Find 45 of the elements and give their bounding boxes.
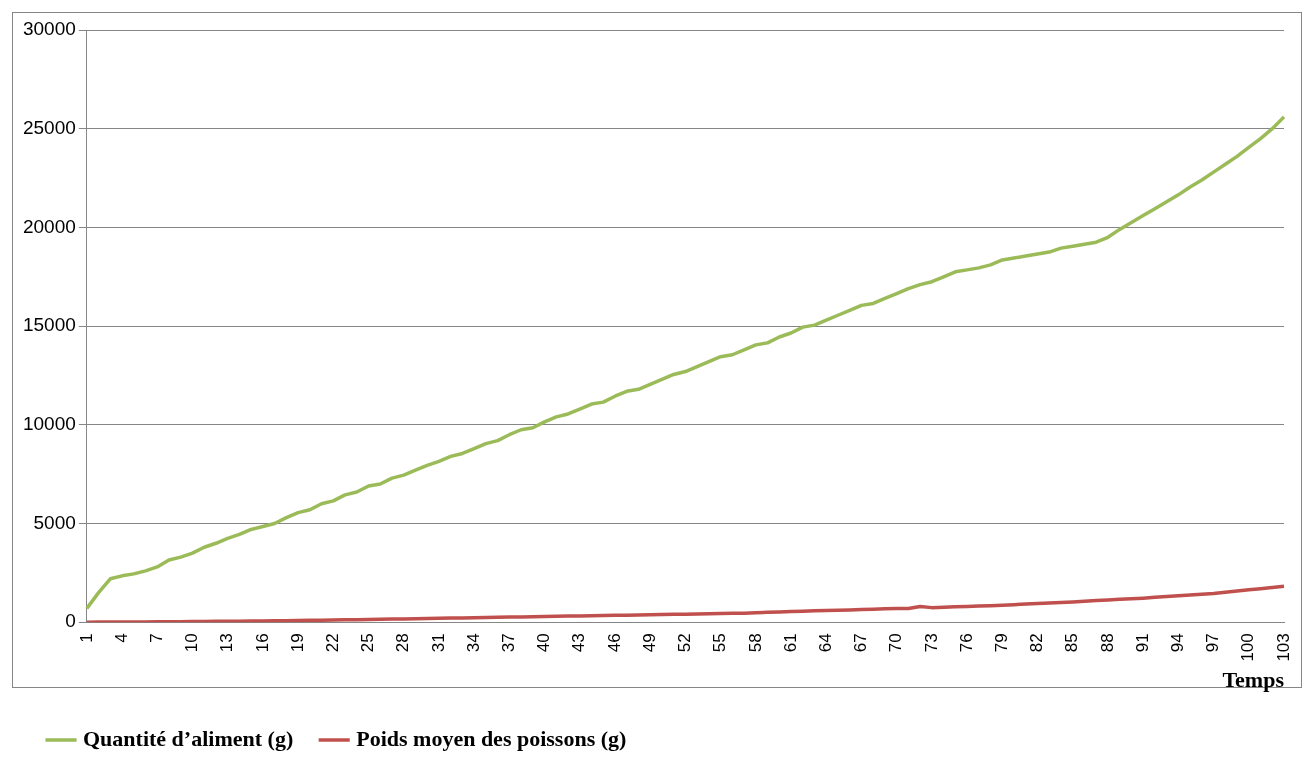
- x-tick-label: 82: [1027, 633, 1047, 653]
- x-tick-label: 52: [675, 633, 695, 653]
- x-tick-label: 22: [323, 633, 342, 653]
- x-tick-label: 103: [1273, 633, 1293, 662]
- x-tick-label: 40: [534, 633, 554, 653]
- y-tick-label: 25000: [22, 116, 76, 138]
- x-tick-label: 34: [463, 633, 483, 653]
- x-tick-label: 4: [111, 633, 131, 643]
- x-tick-label: 16: [252, 633, 272, 653]
- legend-label: Quantité d’aliment (g): [83, 725, 294, 751]
- x-tick-label: 25: [358, 633, 378, 653]
- x-tick-label: 61: [780, 633, 800, 653]
- x-tick-label: 37: [499, 633, 519, 653]
- x-tick-label: 10: [182, 633, 202, 653]
- x-tick-label: 46: [604, 633, 624, 653]
- x-tick-label: 85: [1062, 633, 1082, 653]
- x-tick-label: 31: [428, 633, 448, 653]
- x-tick-label: 73: [921, 633, 941, 653]
- x-tick-label: 64: [815, 633, 835, 653]
- x-tick-label: 58: [745, 633, 765, 653]
- y-tick-label: 5000: [33, 511, 76, 533]
- x-tick-label: 43: [569, 633, 589, 653]
- x-tick-label: 79: [992, 633, 1011, 653]
- x-tick-label: 13: [217, 633, 237, 653]
- x-tick-label: 91: [1132, 633, 1152, 653]
- x-tick-label: 19: [287, 633, 307, 653]
- y-tick-label: 10000: [22, 413, 76, 435]
- x-tick-label: 94: [1168, 633, 1188, 653]
- x-tick-label: 70: [886, 633, 906, 653]
- x-tick-label: 100: [1238, 633, 1258, 662]
- y-tick-label: 15000: [22, 314, 76, 336]
- x-tick-label: 55: [710, 633, 730, 653]
- x-tick-label: 28: [393, 633, 413, 653]
- y-tick-label: 0: [65, 610, 76, 632]
- x-tick-label: 67: [851, 633, 871, 653]
- legend-label: Poids moyen des poissons (g): [356, 725, 627, 751]
- x-tick-label: 76: [956, 633, 976, 653]
- x-tick-label: 49: [639, 633, 659, 653]
- x-tick-label: 88: [1097, 633, 1117, 653]
- x-tick-label: 7: [146, 633, 166, 643]
- y-tick-label: 20000: [22, 215, 76, 237]
- x-tick-label: 97: [1203, 633, 1223, 653]
- x-axis-title: Temps: [1222, 667, 1285, 693]
- x-tick-label: 1: [76, 633, 96, 643]
- y-tick-label: 30000: [22, 18, 76, 40]
